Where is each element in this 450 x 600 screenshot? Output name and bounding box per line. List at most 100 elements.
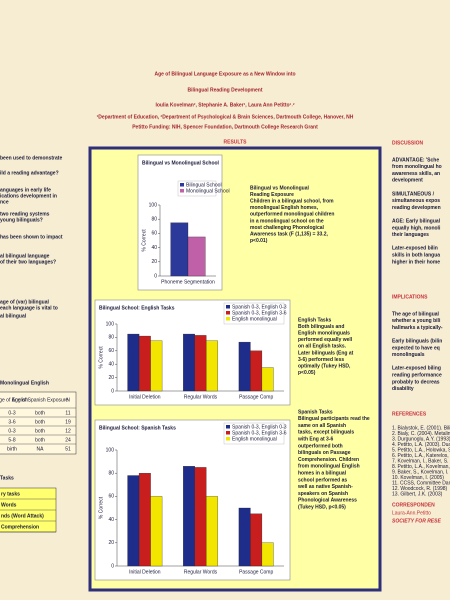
reference: 11. CCSS, Committee Dart bbox=[392, 480, 450, 486]
reference: 1. Bialystok, E. (2001). Biling bbox=[392, 425, 450, 431]
result-text: speakers on Spanish bbox=[298, 491, 348, 497]
authors: Ioulia Kovelman², Stephanie A. Baker¹, L… bbox=[155, 102, 294, 108]
result-text: monolingual English homes, bbox=[250, 205, 319, 211]
left-text: been used to demonstrate bbox=[0, 155, 62, 161]
y-tick-label: 100 bbox=[106, 447, 115, 453]
table-cell: both bbox=[35, 410, 45, 416]
legend-label: Spanish 0-3, English 3-6 bbox=[232, 310, 287, 316]
y-tick-label: 100 bbox=[106, 321, 115, 327]
y-axis-label: % Correct bbox=[98, 496, 104, 519]
result-text: English monolinguals bbox=[298, 331, 350, 337]
legend-swatch bbox=[180, 183, 184, 187]
table-cell: 51 bbox=[65, 446, 71, 452]
left-text: anguages in early life bbox=[0, 187, 51, 193]
implications-text: hallmarks a typically- bbox=[392, 325, 443, 331]
result-text: bilinguals on Passage bbox=[298, 450, 351, 456]
legend-swatch bbox=[226, 317, 230, 321]
reference: 12. Woodcock, R. (1998) bbox=[392, 486, 448, 492]
result-text: tasks, except bilinguals bbox=[298, 430, 354, 436]
legend-label: Spanish 0-3, English 0-3 bbox=[232, 304, 287, 310]
table-cell: 11 bbox=[65, 410, 70, 416]
table-cell: both bbox=[35, 419, 45, 425]
result-text: performed equally well bbox=[298, 337, 353, 343]
table-header: Age of English bbox=[0, 397, 28, 403]
y-tick-label: 40 bbox=[151, 245, 157, 251]
implications-text: expected to have eq bbox=[392, 345, 440, 351]
implications-text: monolinguals bbox=[392, 352, 425, 358]
result-text: p<0.01) bbox=[250, 238, 268, 244]
tasks-title: Tasks bbox=[0, 475, 14, 481]
result-text: Reading Exposure bbox=[250, 192, 294, 198]
legend-label: English monolingual bbox=[232, 436, 277, 442]
email: Laura-Ann.Petitto bbox=[392, 510, 431, 516]
bar bbox=[250, 350, 263, 392]
discussion-text: awareness skills, an bbox=[392, 171, 440, 177]
bar bbox=[138, 473, 151, 567]
implications-text: Early bilinguals (bilin bbox=[392, 339, 442, 345]
legend-swatch bbox=[226, 305, 230, 309]
bar bbox=[187, 236, 206, 277]
result-text: with Eng at 3-6 bbox=[297, 437, 334, 443]
result-text: Comprehension. Children bbox=[298, 457, 359, 463]
result-text: Spanish Tasks bbox=[298, 409, 333, 415]
left-text: al bilingual language bbox=[0, 253, 50, 259]
discussion-text: Later-exposed bilin bbox=[392, 246, 438, 252]
discussion-text: skills in both langua bbox=[392, 253, 440, 259]
discussion-text: higher in their home bbox=[392, 259, 440, 265]
reference: 4. Petitto, L.A. (2003). Dual bbox=[392, 442, 450, 448]
discussion-text: AGE: Early bilingual bbox=[392, 219, 441, 225]
table-cell: 12 bbox=[65, 428, 71, 434]
legend-box bbox=[177, 180, 217, 197]
bar bbox=[150, 496, 163, 567]
left-text: of their two languages? bbox=[0, 259, 56, 265]
x-tick-label: Passage Comp bbox=[239, 569, 273, 575]
table-cell: both bbox=[35, 428, 45, 434]
bar bbox=[206, 340, 218, 392]
legend-swatch bbox=[226, 437, 230, 441]
bar bbox=[127, 333, 140, 392]
bar bbox=[238, 507, 251, 567]
section-heading: DISCUSSION bbox=[392, 140, 424, 146]
bar bbox=[206, 496, 218, 567]
reference: 5. Petitto, L.A., Holowka, S. bbox=[392, 447, 450, 453]
legend-swatch bbox=[226, 425, 230, 429]
reference: 3. Durgunoglu, A.Y. (1993) bbox=[392, 436, 450, 442]
chart-title: Bilingual School: Spanish Tasks bbox=[99, 425, 176, 431]
left-text: each language is vital to bbox=[0, 305, 58, 311]
left-text: two reading systems bbox=[0, 211, 50, 217]
left-text: al bilingual bbox=[0, 313, 27, 319]
chart-title: Bilingual vs Monolingual School bbox=[142, 160, 220, 166]
table-header: N bbox=[66, 397, 70, 403]
table-cell: 3-6 bbox=[8, 419, 15, 425]
y-tick-label: 60 bbox=[151, 231, 157, 237]
bar bbox=[138, 335, 151, 392]
y-tick-label: 80 bbox=[151, 217, 157, 223]
x-tick-label: Initial Deletion bbox=[129, 569, 161, 575]
reference: 8. Petitto, L.A., Kovelman, I. bbox=[392, 464, 450, 470]
bar bbox=[127, 475, 140, 567]
result-text: most challenging Phonological bbox=[250, 225, 325, 231]
result-text: outperformed both bbox=[298, 443, 343, 449]
legend-label: English monolingual bbox=[232, 316, 277, 322]
y-tick-label: 40 bbox=[108, 517, 114, 523]
implications-text: reading performance bbox=[392, 373, 442, 379]
table-cell: 5-8 bbox=[8, 437, 15, 443]
table-title: Monolingual English bbox=[0, 380, 49, 386]
legend-label: Bilingual School bbox=[186, 182, 222, 188]
result-text: Children in a bilingual school, from bbox=[250, 199, 334, 205]
y-tick-label: 100 bbox=[149, 202, 158, 208]
y-tick-label: 60 bbox=[108, 494, 114, 500]
table-cell: NA bbox=[37, 446, 45, 452]
result-text: school performed as bbox=[298, 477, 347, 483]
table-cell: 24 bbox=[65, 437, 71, 443]
result-text: Bilingual participants read the bbox=[298, 416, 370, 422]
bar bbox=[238, 341, 251, 392]
reference: 9. Baker, S., Kovelman, I. bbox=[392, 469, 448, 475]
section-heading: REFERENCES bbox=[392, 411, 427, 417]
left-text: ications development in bbox=[0, 193, 57, 199]
bar bbox=[194, 467, 207, 567]
result-text: optimally (Tukey HSD, bbox=[298, 364, 351, 370]
table-cell: both bbox=[35, 437, 45, 443]
reference: 6. Petitto, L.A., Katerelos, M. bbox=[392, 453, 450, 459]
